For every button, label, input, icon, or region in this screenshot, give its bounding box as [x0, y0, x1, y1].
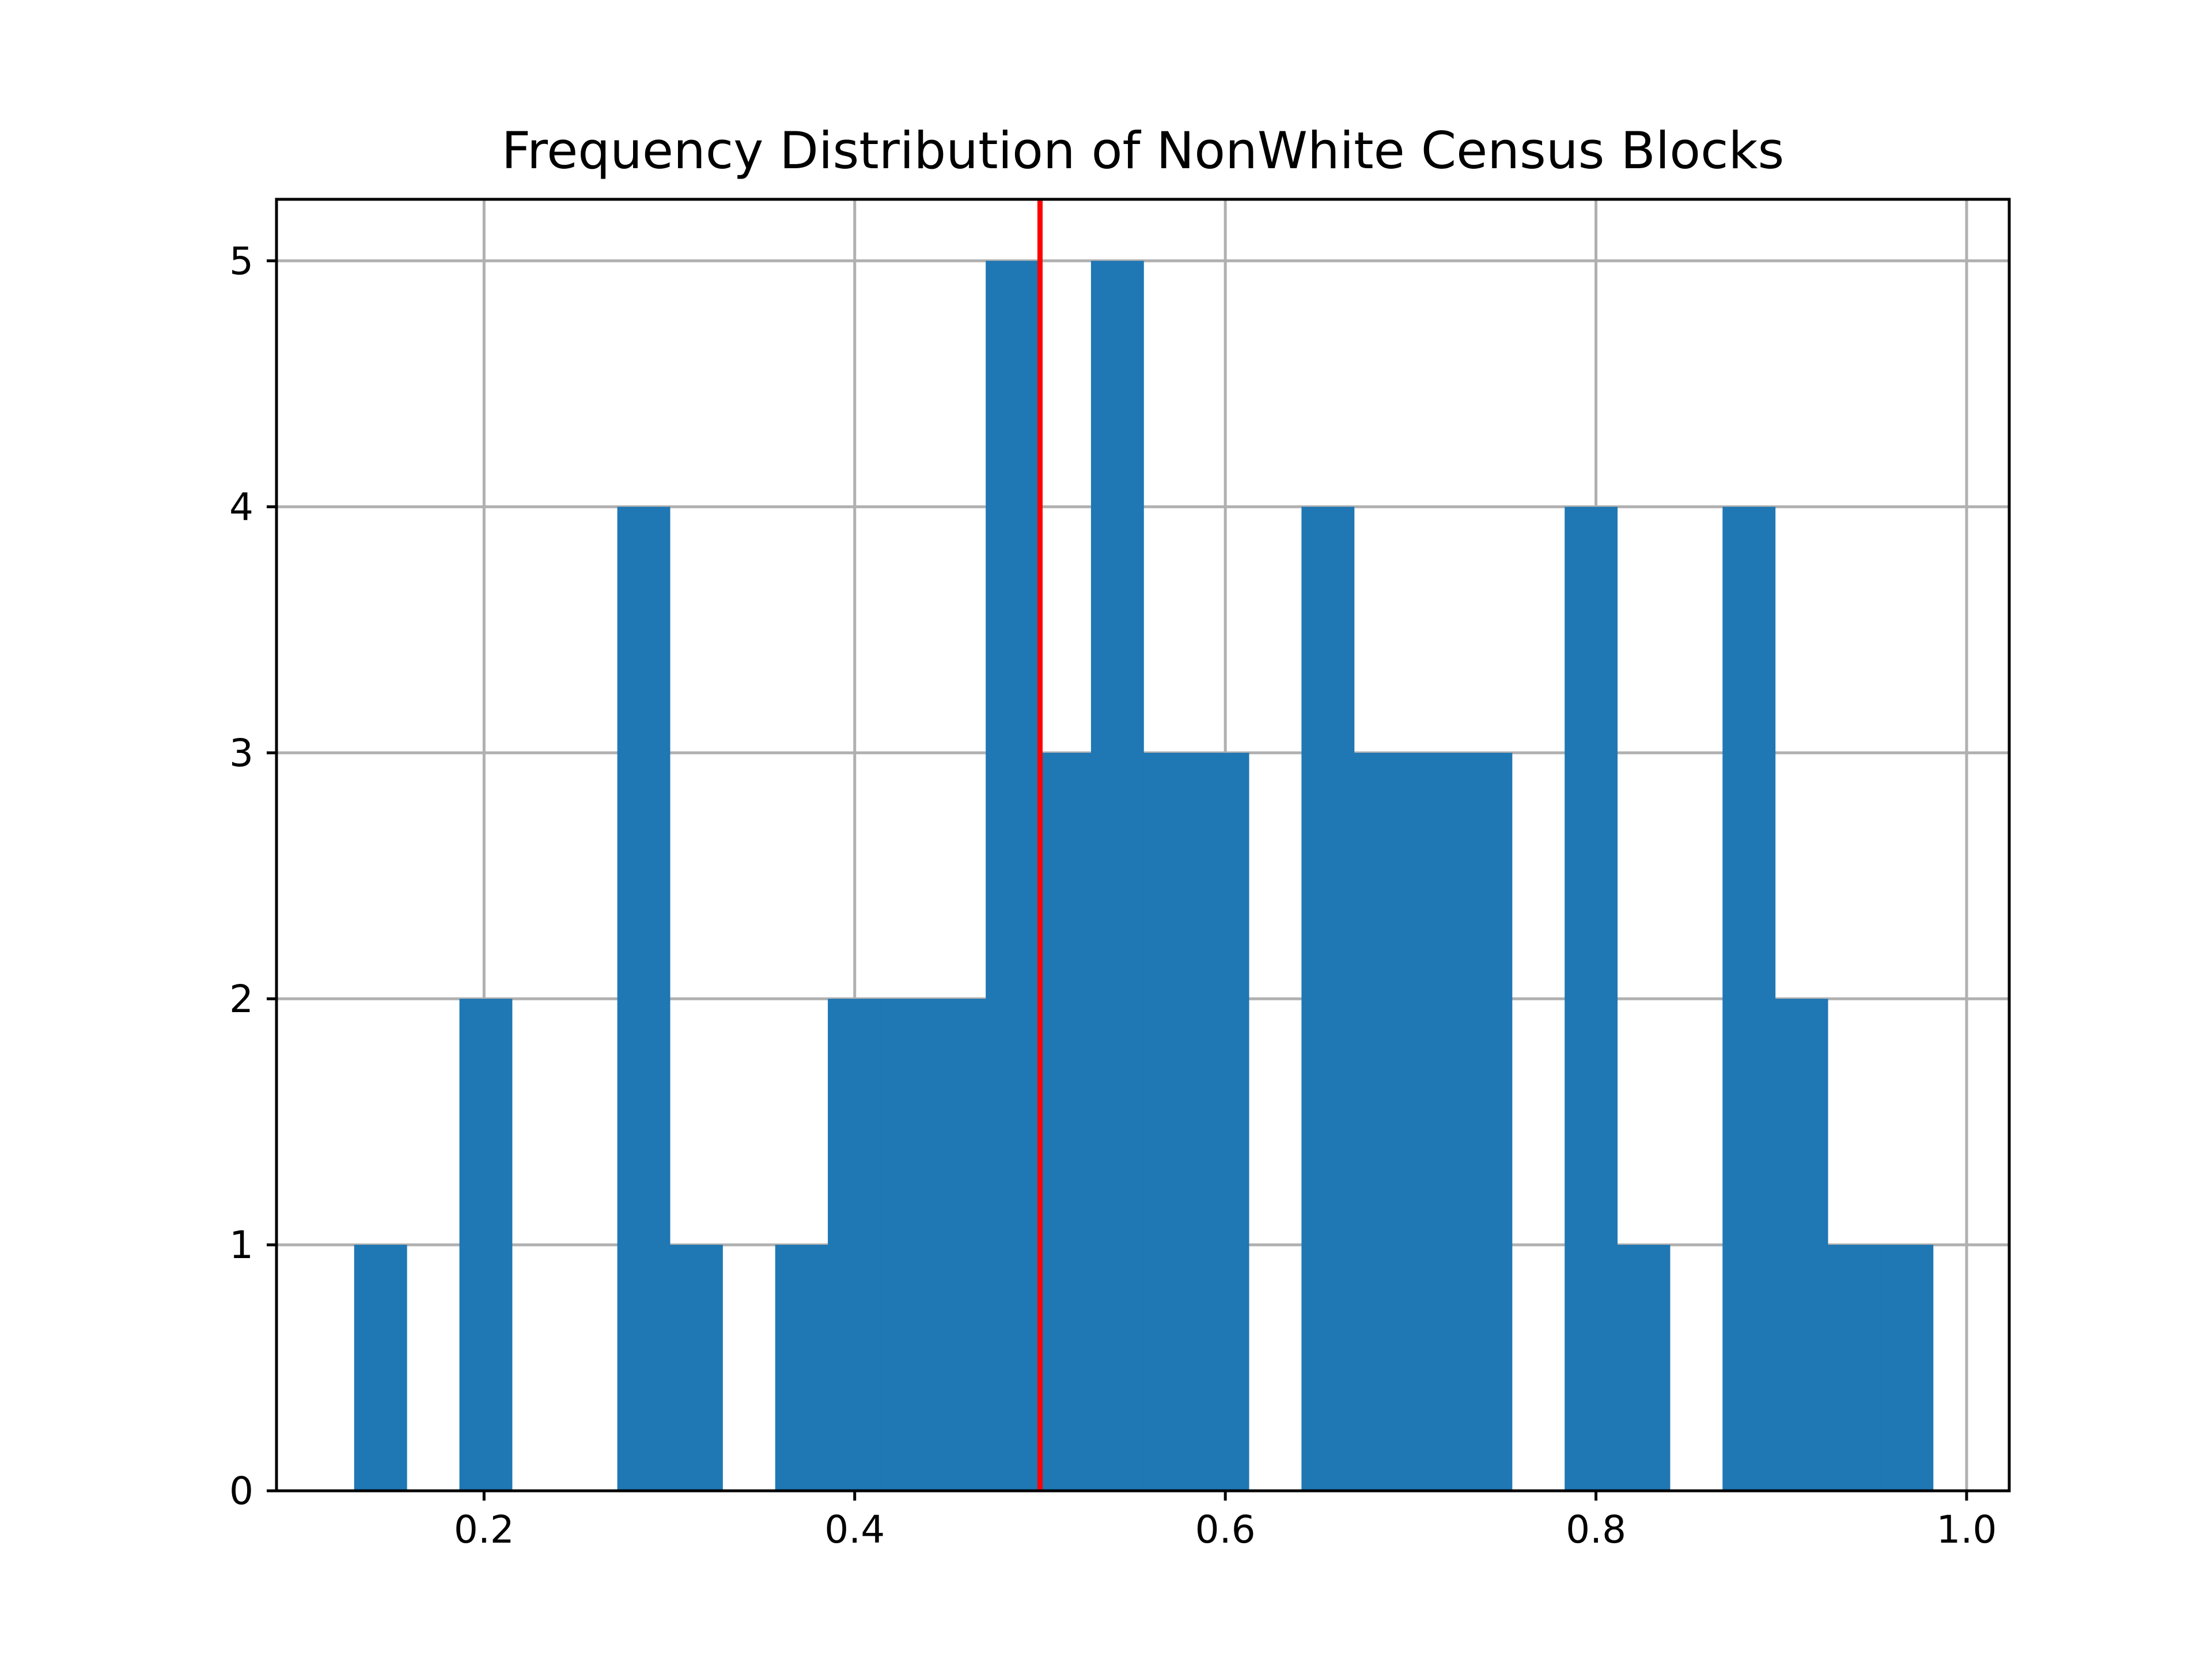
histogram-bar	[986, 260, 1039, 1491]
x-tick-label: 0.6	[1195, 1508, 1256, 1552]
histogram-bar	[459, 998, 513, 1491]
histogram-bar	[1617, 1244, 1671, 1491]
histogram-bar	[880, 998, 934, 1491]
histogram-bar	[1828, 1244, 1881, 1491]
histogram-bar	[1090, 260, 1144, 1491]
axis-ticks: 0.2 0.4 0.6 0.8 1.0 0 1 2 3 4 5	[229, 239, 1997, 1552]
histogram-bar	[1775, 998, 1828, 1491]
histogram-bar	[1354, 752, 1407, 1491]
x-tick-label: 0.8	[1566, 1508, 1626, 1552]
histogram-bar	[1565, 506, 1618, 1491]
histogram-bar	[669, 1244, 723, 1491]
histogram-bar	[1722, 506, 1776, 1491]
chart-title: Frequency Distribution of NonWhite Censu…	[502, 121, 1785, 180]
y-tick-label: 5	[229, 239, 253, 283]
y-tick-label: 1	[229, 1223, 253, 1267]
histogram-bar	[1459, 752, 1513, 1491]
histogram-bar	[1196, 752, 1249, 1491]
x-tick-label: 1.0	[1937, 1508, 1997, 1552]
y-tick-label: 4	[229, 485, 253, 529]
histogram-bar	[1038, 752, 1092, 1491]
histogram-bar	[1143, 752, 1197, 1491]
histogram-bar	[775, 1244, 828, 1491]
x-tick-label: 0.2	[454, 1508, 514, 1552]
y-tick-label: 2	[229, 977, 253, 1021]
histogram-bar	[1407, 752, 1460, 1491]
plot-frame	[275, 198, 2011, 1493]
y-tick-label: 3	[229, 731, 253, 775]
histogram-bar	[1880, 1244, 1934, 1491]
histogram-bar	[828, 998, 881, 1491]
y-tick-label: 0	[229, 1469, 253, 1513]
histogram-bar	[354, 1244, 407, 1491]
histogram-bar	[933, 998, 986, 1491]
histogram-bars	[354, 260, 1934, 1491]
histogram-bar	[1301, 506, 1355, 1491]
histogram-bar	[617, 506, 671, 1491]
x-tick-label: 0.4	[824, 1508, 885, 1552]
